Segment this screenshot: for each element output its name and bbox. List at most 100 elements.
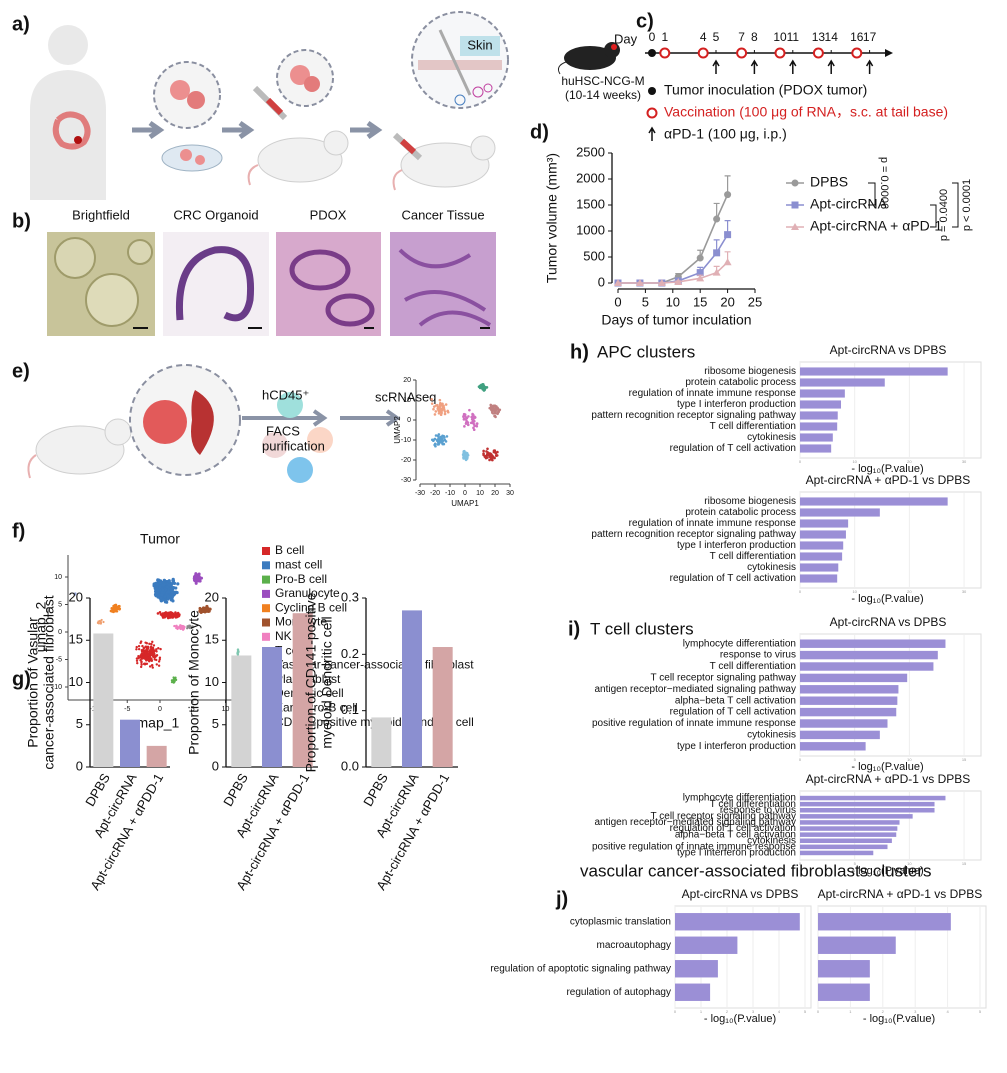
cell [454, 94, 466, 106]
image-title: PDOX [310, 207, 347, 222]
bar [800, 662, 934, 671]
cell-dot [462, 455, 466, 458]
cell-dot [200, 609, 204, 613]
cell-dot [165, 600, 169, 604]
x-tick-label: -10 [445, 490, 455, 497]
y-tick-label: 0 [58, 629, 62, 636]
x-tick-label: 10 [907, 757, 912, 762]
y-axis-label: Tumor volume (mm³) [544, 153, 560, 283]
category-label: type I interferon production [677, 741, 796, 752]
organoid [304, 76, 320, 92]
day-tick-label: 10 [773, 30, 787, 44]
cell-dot [436, 405, 440, 409]
cell-dot [441, 442, 444, 446]
cell-dot [433, 413, 437, 416]
cell-dot [471, 413, 475, 417]
y-tick-label: 10 [54, 574, 62, 581]
cell-dot [99, 622, 102, 625]
cell-dot [140, 657, 144, 660]
cell-dot [497, 410, 501, 413]
cell-dot [486, 456, 489, 459]
cell-dot [137, 647, 141, 651]
mouse-label: huHSC-NCG-M [561, 74, 644, 88]
legend-text: mast cell [275, 557, 322, 571]
cell-dot [153, 658, 156, 661]
category-label: T cell differentiation [710, 421, 796, 432]
x-axis-label: - log₁₀(P.value) [851, 865, 923, 877]
bar [818, 960, 870, 978]
y-tick-label: 5 [58, 601, 62, 608]
category-label: lymphocyte differentiation [683, 638, 796, 649]
plot-frame [799, 790, 982, 861]
bar [800, 444, 832, 453]
cell-dot [74, 592, 77, 595]
x-tick-label: DPBS [220, 770, 251, 808]
arrow [222, 120, 255, 140]
category-label: cytokinesis [747, 432, 796, 443]
category-label: antigen receptor−mediated signaling path… [594, 817, 796, 828]
x-tick-label: 5 [979, 1009, 982, 1014]
bar [231, 655, 252, 767]
chart-subtitle: Apt-circRNA vs DPBS [830, 343, 947, 357]
bar [800, 707, 897, 717]
bracket [868, 182, 876, 206]
legend-vaccination [646, 107, 658, 119]
y-axis-label: UMAP2 [393, 416, 402, 444]
cell-dot [158, 611, 162, 614]
cell-dot [139, 665, 143, 669]
mouse-tail [392, 169, 403, 191]
p-value: p = 0.0400 [938, 189, 950, 241]
cell-dot [483, 455, 487, 458]
bar [675, 983, 711, 1001]
cell-dot [161, 598, 165, 602]
cell-dot [159, 596, 163, 600]
cell-dot [173, 680, 176, 683]
x-tick-label: 4 [946, 1009, 949, 1014]
cell-dot [166, 613, 169, 616]
y-axis-label: umap_2 [33, 601, 49, 652]
cell-dot [167, 583, 172, 587]
cell-dot [154, 587, 158, 591]
x-tick-label: 20 [907, 459, 912, 464]
cell-dot [189, 626, 192, 629]
cell-dot [141, 648, 145, 652]
cell-dot [170, 594, 174, 598]
cell-dot [493, 456, 496, 460]
bracket [930, 204, 937, 228]
cell-dot [433, 442, 437, 446]
category-label: pattern recognition receptor signaling p… [591, 410, 796, 421]
cell-dot [445, 435, 449, 438]
cell-dot [166, 594, 170, 598]
y-tick-label: 0.3 [341, 589, 359, 604]
x-tick-label: 5 [191, 706, 195, 713]
panel-title: vascular cancer-associated fibroblasts c… [580, 861, 931, 880]
cell-dot [171, 599, 175, 603]
cell-dot [135, 648, 138, 651]
cell-dot [491, 456, 494, 459]
cell-dot [430, 438, 434, 442]
category-label: lymphocyte differentiation [683, 793, 796, 804]
legend-text: Vascular cancer-associated fibroblast [275, 658, 474, 672]
organoid [170, 80, 190, 100]
vaccination-marker [736, 47, 748, 59]
legend-inoculation [648, 87, 656, 95]
cell-dot [175, 615, 179, 619]
category-label: cytokinesis [747, 835, 796, 846]
y-axis-label: Proportion of Vasular [25, 617, 41, 748]
arrow [132, 120, 165, 140]
legend-text: Granulocyte [275, 586, 340, 600]
cell-dot [176, 582, 180, 586]
y-tick-label: 0 [212, 758, 219, 773]
cell-dot [158, 581, 162, 585]
bar [800, 563, 839, 572]
cell-dot [146, 648, 149, 652]
bar [800, 639, 946, 648]
category-label: alpha−beta T cell activation [675, 695, 796, 706]
panel-c-art [558, 42, 620, 75]
mouse [400, 142, 490, 188]
series-line [618, 194, 729, 284]
cell-dot [443, 436, 446, 439]
marker [674, 277, 683, 285]
y-tick-label: 5 [212, 716, 219, 731]
y-tick-label: 0.1 [341, 702, 359, 717]
